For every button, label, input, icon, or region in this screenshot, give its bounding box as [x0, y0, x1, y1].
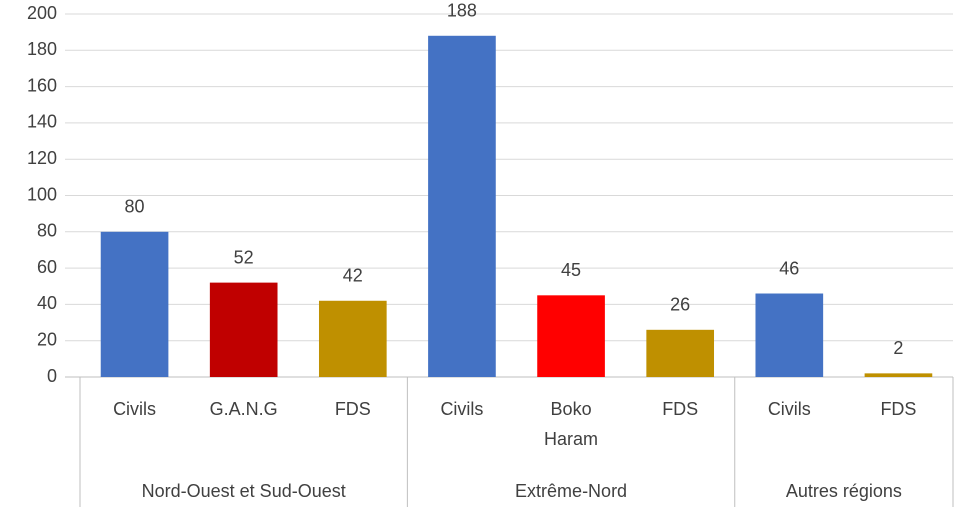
bar — [537, 295, 605, 377]
y-tick-label: 0 — [47, 366, 57, 386]
x-tick-label: FDS — [662, 399, 698, 419]
y-tick-label: 40 — [37, 293, 57, 313]
x-tick-label: Boko Haram — [544, 399, 598, 449]
y-tick-label: 160 — [27, 75, 57, 95]
x-tick-label: FDS — [880, 399, 916, 419]
value-label: 2 — [893, 338, 903, 358]
value-label: 188 — [447, 1, 477, 21]
bar — [864, 373, 933, 377]
y-tick-label: 200 — [27, 3, 57, 23]
bar — [646, 329, 715, 377]
x-tick-label: Civils — [768, 399, 811, 419]
x-tick-label: Civils — [440, 399, 483, 419]
x-tick-label: G.A.N.G — [210, 399, 278, 419]
y-tick-label: 100 — [27, 184, 57, 204]
y-tick-label: 180 — [27, 39, 57, 59]
bar — [100, 231, 169, 377]
value-label: 80 — [125, 197, 145, 217]
x-tick-label: FDS — [335, 399, 371, 419]
group-label: Extrême-Nord — [515, 481, 627, 501]
value-label: 26 — [670, 295, 690, 315]
value-label: 42 — [343, 266, 363, 286]
bar — [318, 300, 387, 377]
x-tick-label: Civils — [113, 399, 156, 419]
y-tick-label: 140 — [27, 112, 57, 132]
group-label: Autres régions — [786, 481, 902, 501]
y-tick-label: 20 — [37, 329, 57, 349]
bar — [428, 35, 496, 377]
bar — [755, 293, 824, 377]
value-label: 46 — [779, 258, 799, 278]
y-tick-label: 120 — [27, 148, 57, 168]
y-tick-label: 80 — [37, 221, 57, 241]
value-label: 45 — [561, 260, 581, 280]
y-tick-label: 60 — [37, 257, 57, 277]
bar — [209, 282, 278, 377]
value-label: 52 — [234, 247, 254, 267]
group-label: Nord-Ouest et Sud-Ouest — [142, 481, 346, 501]
